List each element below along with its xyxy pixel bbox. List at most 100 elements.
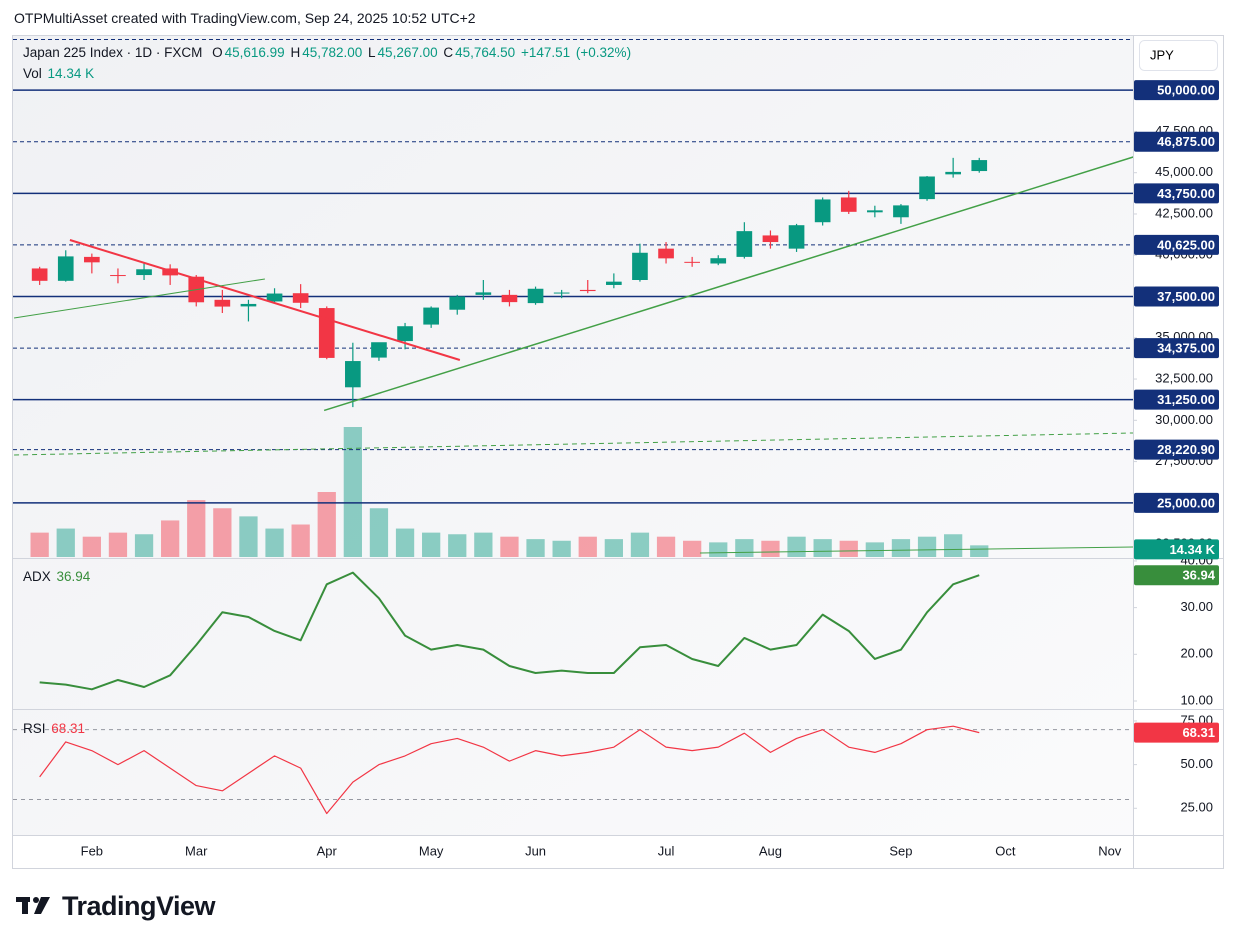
- symbol: Japan 225 Index · 1D · FXCM: [23, 45, 203, 60]
- indicator-line: [39, 725, 980, 815]
- level-label: 37,500.00: [1157, 289, 1215, 304]
- credit: OTPMultiAsset created with TradingView.c…: [14, 10, 476, 26]
- indicator-axis-labels: 10.00 20.00 30.00 40.00: [1134, 552, 1213, 707]
- volume-bar: [709, 542, 728, 557]
- candle-body: [371, 342, 387, 358]
- volume-bar: [735, 539, 754, 557]
- level-label: 46,875.00: [1157, 134, 1215, 149]
- volume-bar: [630, 532, 650, 557]
- volume-bar: [265, 528, 284, 557]
- x-tick-label: Apr: [317, 843, 338, 858]
- time-axis-bg: [13, 836, 1223, 868]
- volume-bar: [500, 536, 519, 557]
- volume-bar: [787, 536, 806, 557]
- volume-bar: [526, 539, 545, 557]
- legend-adx: ADX 36.94: [23, 569, 92, 584]
- volume-bar: [578, 536, 597, 557]
- volume-bar: [108, 532, 128, 557]
- open-name: O: [212, 45, 223, 60]
- logo: TradingView: [62, 891, 216, 921]
- indicator-plot: [39, 571, 980, 691]
- volume-label: 14.34 K: [1169, 542, 1215, 557]
- high-value: 45,782.00: [302, 45, 363, 60]
- candle-body: [606, 281, 622, 285]
- candle-body: [318, 308, 335, 358]
- low-name: L: [368, 45, 376, 60]
- currency-label: JPY: [1150, 47, 1174, 62]
- level-box: [1134, 80, 1219, 101]
- volume-bar: [30, 532, 49, 557]
- chart-frame: [12, 35, 1224, 869]
- level-box: [1134, 338, 1219, 359]
- volume-value: 14.34 K: [47, 66, 95, 81]
- level-box: [1134, 286, 1219, 307]
- candle-body: [475, 292, 492, 295]
- volume-bar: [134, 534, 154, 557]
- candle-body: [762, 235, 779, 243]
- indicator-value-box: [1134, 722, 1219, 743]
- candle-body: [945, 171, 961, 175]
- candle-body: [788, 225, 805, 249]
- candle-body: [84, 256, 100, 263]
- candle-body: [31, 268, 48, 281]
- level-box: [1134, 234, 1219, 255]
- volume-bar: [917, 536, 937, 557]
- trendline: [699, 546, 1133, 554]
- candle-body: [527, 288, 544, 304]
- indicator-value-box: [1134, 565, 1219, 586]
- close-value: 45,764.50: [455, 45, 516, 60]
- level-label: 40,625.00: [1157, 237, 1215, 252]
- trendline: [323, 156, 1133, 412]
- candle-body: [632, 252, 648, 281]
- change-pct: (+0.32%): [575, 45, 632, 60]
- volume-bar: [552, 540, 571, 557]
- level-label: 43,750.00: [1157, 186, 1215, 201]
- level-label: 28,220.90: [1157, 442, 1215, 457]
- candle-body: [292, 293, 309, 303]
- volume-box: [1134, 539, 1219, 560]
- volume-bar: [656, 536, 676, 557]
- x-tick-label: Mar: [185, 843, 208, 858]
- candle-body: [136, 269, 152, 276]
- candle-body: [162, 268, 178, 276]
- candle-body: [971, 160, 988, 172]
- volume-bar: [317, 492, 336, 557]
- volume-bar: [369, 508, 389, 557]
- indicator-plot: [13, 725, 1133, 815]
- volume-bar: [604, 539, 623, 557]
- legend-rsi: RSI 68.31: [23, 721, 87, 736]
- level-label: 31,250.00: [1157, 392, 1215, 407]
- x-tick-label: May: [419, 843, 444, 858]
- volume-bar: [395, 528, 415, 557]
- y-tick-label: 10.00: [1180, 692, 1213, 707]
- indicator-value-label: 36.94: [1182, 568, 1215, 583]
- volume-bar: [683, 540, 702, 557]
- level-box: [1134, 183, 1219, 204]
- adx-name: ADX: [23, 569, 51, 584]
- candle-body: [840, 197, 857, 212]
- volume-bar: [474, 532, 493, 557]
- level-box: [1134, 131, 1219, 152]
- adx-value: 36.94: [56, 569, 91, 584]
- y-tick-label: 30.00: [1180, 599, 1213, 614]
- legend-volume: Vol 14.34 K: [23, 66, 96, 81]
- candle-body: [397, 326, 413, 342]
- rsi-value: 68.31: [51, 721, 86, 736]
- trendline: [14, 432, 1133, 456]
- price-plot: [13, 89, 1133, 557]
- candle-body: [266, 293, 283, 302]
- low-value: 45,267.00: [377, 45, 438, 60]
- candle-body: [501, 294, 518, 303]
- volume-bar: [213, 508, 232, 557]
- x-tick-label: Feb: [81, 843, 103, 858]
- candle-body: [214, 299, 231, 307]
- logo-mark: [16, 897, 50, 914]
- candle-body: [553, 292, 570, 294]
- level-label: 34,375.00: [1157, 341, 1215, 356]
- y-tick-label: 40.00: [1180, 552, 1213, 567]
- volume-bar: [82, 536, 101, 557]
- y-tick-label: 32,500.00: [1155, 370, 1213, 385]
- candle-body: [110, 275, 126, 277]
- candle-body: [240, 303, 257, 307]
